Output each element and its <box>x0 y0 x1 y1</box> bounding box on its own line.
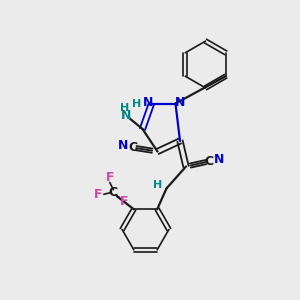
Text: C: C <box>129 141 138 154</box>
Text: H: H <box>154 180 163 190</box>
Text: N: N <box>143 95 153 109</box>
Text: C: C <box>205 155 214 168</box>
Text: C: C <box>109 186 118 199</box>
Text: H: H <box>120 103 129 113</box>
Text: F: F <box>120 195 128 208</box>
Text: N: N <box>175 95 185 109</box>
Text: N: N <box>214 153 224 166</box>
Text: H: H <box>132 99 141 109</box>
Text: N: N <box>121 109 131 122</box>
Text: F: F <box>106 171 114 184</box>
Text: N: N <box>118 139 129 152</box>
Text: F: F <box>94 188 103 201</box>
